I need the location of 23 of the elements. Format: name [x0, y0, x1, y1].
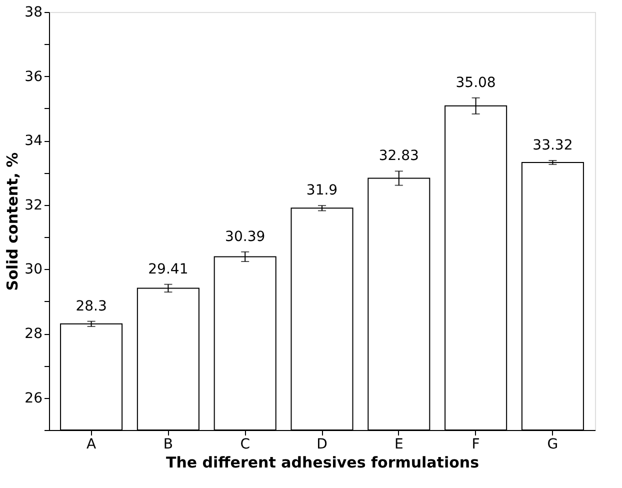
data-label: 33.32	[532, 138, 573, 154]
x-tick-label: F	[472, 436, 480, 452]
y-tick-label: 34	[24, 133, 43, 150]
data-label: 30.39	[225, 228, 266, 245]
y-tick-label: 30	[24, 262, 42, 278]
y-tick-label: 32	[24, 197, 42, 214]
x-tick-label: C	[240, 436, 250, 452]
y-tick-label: 28	[24, 326, 42, 342]
y-tick-label: 26	[24, 390, 43, 406]
y-axis-title: Solid content, %	[4, 152, 22, 291]
x-tick-label: G	[547, 436, 558, 452]
x-tick-label: A	[86, 436, 97, 452]
data-label: 28.3	[76, 298, 107, 314]
data-label: 29.41	[148, 261, 188, 278]
y-tick-label: 36	[24, 68, 43, 85]
x-tick-label: E	[394, 436, 404, 452]
data-label: 32.83	[378, 148, 419, 164]
y-tick-label: 38	[24, 4, 42, 20]
data-label: 31.9	[306, 182, 338, 199]
x-tick-label: D	[316, 436, 328, 452]
x-axis-title: The different adhesives formulations	[166, 454, 480, 472]
x-tick-label: B	[163, 436, 173, 452]
data-label: 35.08	[456, 74, 496, 91]
